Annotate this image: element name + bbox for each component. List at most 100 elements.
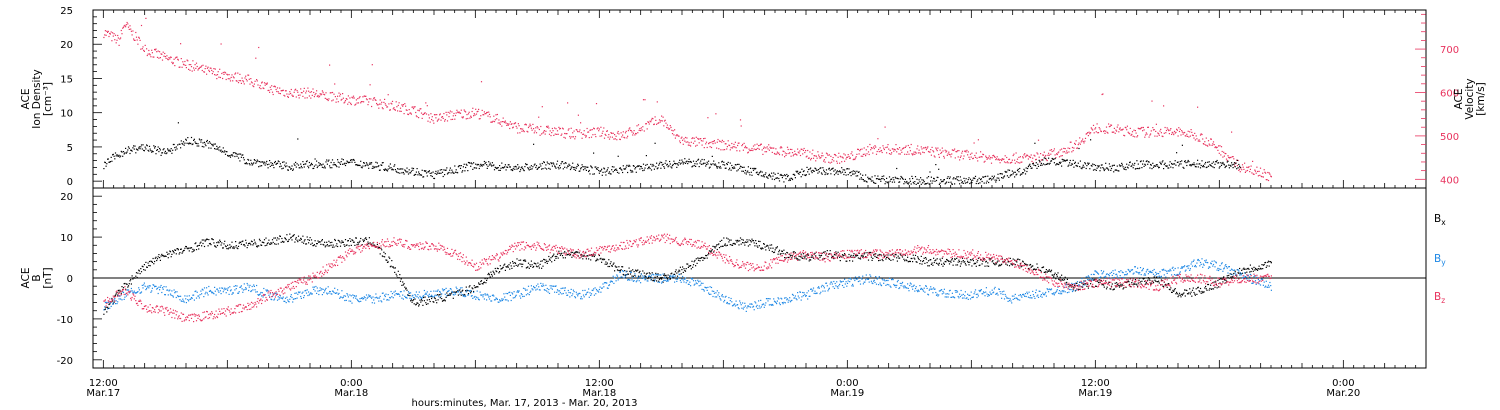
data-point (1108, 169, 1110, 171)
data-point (1066, 159, 1068, 161)
data-point (125, 152, 127, 154)
data-point (1225, 165, 1228, 167)
data-point (977, 182, 979, 185)
data-point (1017, 258, 1019, 260)
data-point (947, 176, 949, 178)
data-point (632, 269, 634, 271)
data-point (164, 294, 166, 296)
data-point (619, 270, 621, 272)
data-point (765, 245, 768, 247)
data-point (788, 152, 790, 155)
data-point (157, 256, 159, 258)
data-point (1144, 164, 1147, 166)
data-point (203, 71, 205, 73)
data-point (182, 61, 184, 63)
data-point (376, 102, 378, 105)
data-point (1217, 279, 1219, 282)
data-point (246, 247, 248, 249)
data-point (526, 130, 528, 132)
data-point (1233, 158, 1235, 160)
data-point (310, 91, 313, 93)
y-tick-label: 10 (60, 233, 73, 244)
data-point (994, 264, 996, 266)
data-point (232, 155, 234, 157)
data-point (167, 59, 169, 61)
data-point (839, 171, 841, 173)
data-point (533, 132, 535, 134)
data-point (609, 136, 611, 138)
data-point (405, 171, 407, 173)
data-point (892, 259, 894, 261)
data-point (917, 182, 919, 184)
data-point (799, 171, 801, 173)
data-point (1128, 164, 1130, 166)
data-point (212, 71, 214, 73)
data-point (1025, 167, 1027, 169)
data-point (739, 165, 742, 167)
data-point (1210, 288, 1212, 290)
data-point (1066, 150, 1068, 152)
data-point (1202, 143, 1204, 145)
data-point (992, 155, 994, 157)
data-point (501, 121, 504, 123)
data-point (1074, 143, 1076, 145)
data-point (1212, 288, 1215, 290)
data-point (196, 145, 198, 147)
data-point (878, 260, 880, 262)
data-point (712, 245, 714, 247)
data-point (980, 178, 982, 180)
data-point (883, 148, 885, 151)
data-point (285, 162, 287, 164)
data-point (980, 179, 982, 181)
data-point (527, 131, 529, 133)
data-point (834, 254, 836, 256)
data-point (211, 238, 213, 240)
data-point (241, 240, 243, 243)
data-point (937, 263, 939, 265)
data-point (943, 179, 945, 181)
data-point (606, 130, 608, 132)
data-point (307, 239, 309, 241)
data-point (528, 125, 530, 127)
data-point (499, 165, 501, 167)
data-point (933, 177, 935, 179)
data-point (1156, 281, 1158, 283)
data-point (266, 82, 268, 84)
data-point (425, 113, 428, 115)
data-point (922, 151, 924, 153)
data-point (113, 33, 115, 35)
data-point (1137, 282, 1139, 284)
data-point (216, 78, 218, 80)
data-point (499, 169, 501, 171)
data-point (616, 132, 619, 134)
data-point (1128, 132, 1130, 134)
data-point (453, 291, 455, 293)
data-point (400, 168, 402, 170)
data-point (171, 152, 173, 154)
data-point (1194, 139, 1196, 141)
data-point (483, 164, 485, 166)
data-point (154, 48, 156, 51)
data-point (818, 169, 820, 171)
data-point (988, 155, 990, 157)
data-point (1260, 175, 1262, 177)
data-point (1067, 284, 1069, 286)
data-point (390, 265, 392, 267)
data-point (373, 167, 375, 169)
data-point (206, 139, 208, 142)
data-point (857, 148, 859, 150)
data-point (862, 255, 864, 257)
data-point (496, 167, 498, 170)
data-point (742, 166, 744, 168)
data-point (487, 115, 489, 117)
data-point (1153, 276, 1155, 278)
data-point (1259, 268, 1261, 270)
data-point (1226, 275, 1228, 277)
data-point (180, 248, 182, 250)
data-point (921, 263, 923, 265)
data-point (1109, 165, 1111, 168)
data-point (1061, 155, 1063, 157)
data-point (562, 128, 564, 130)
data-point (172, 250, 174, 252)
data-point (1218, 286, 1220, 288)
